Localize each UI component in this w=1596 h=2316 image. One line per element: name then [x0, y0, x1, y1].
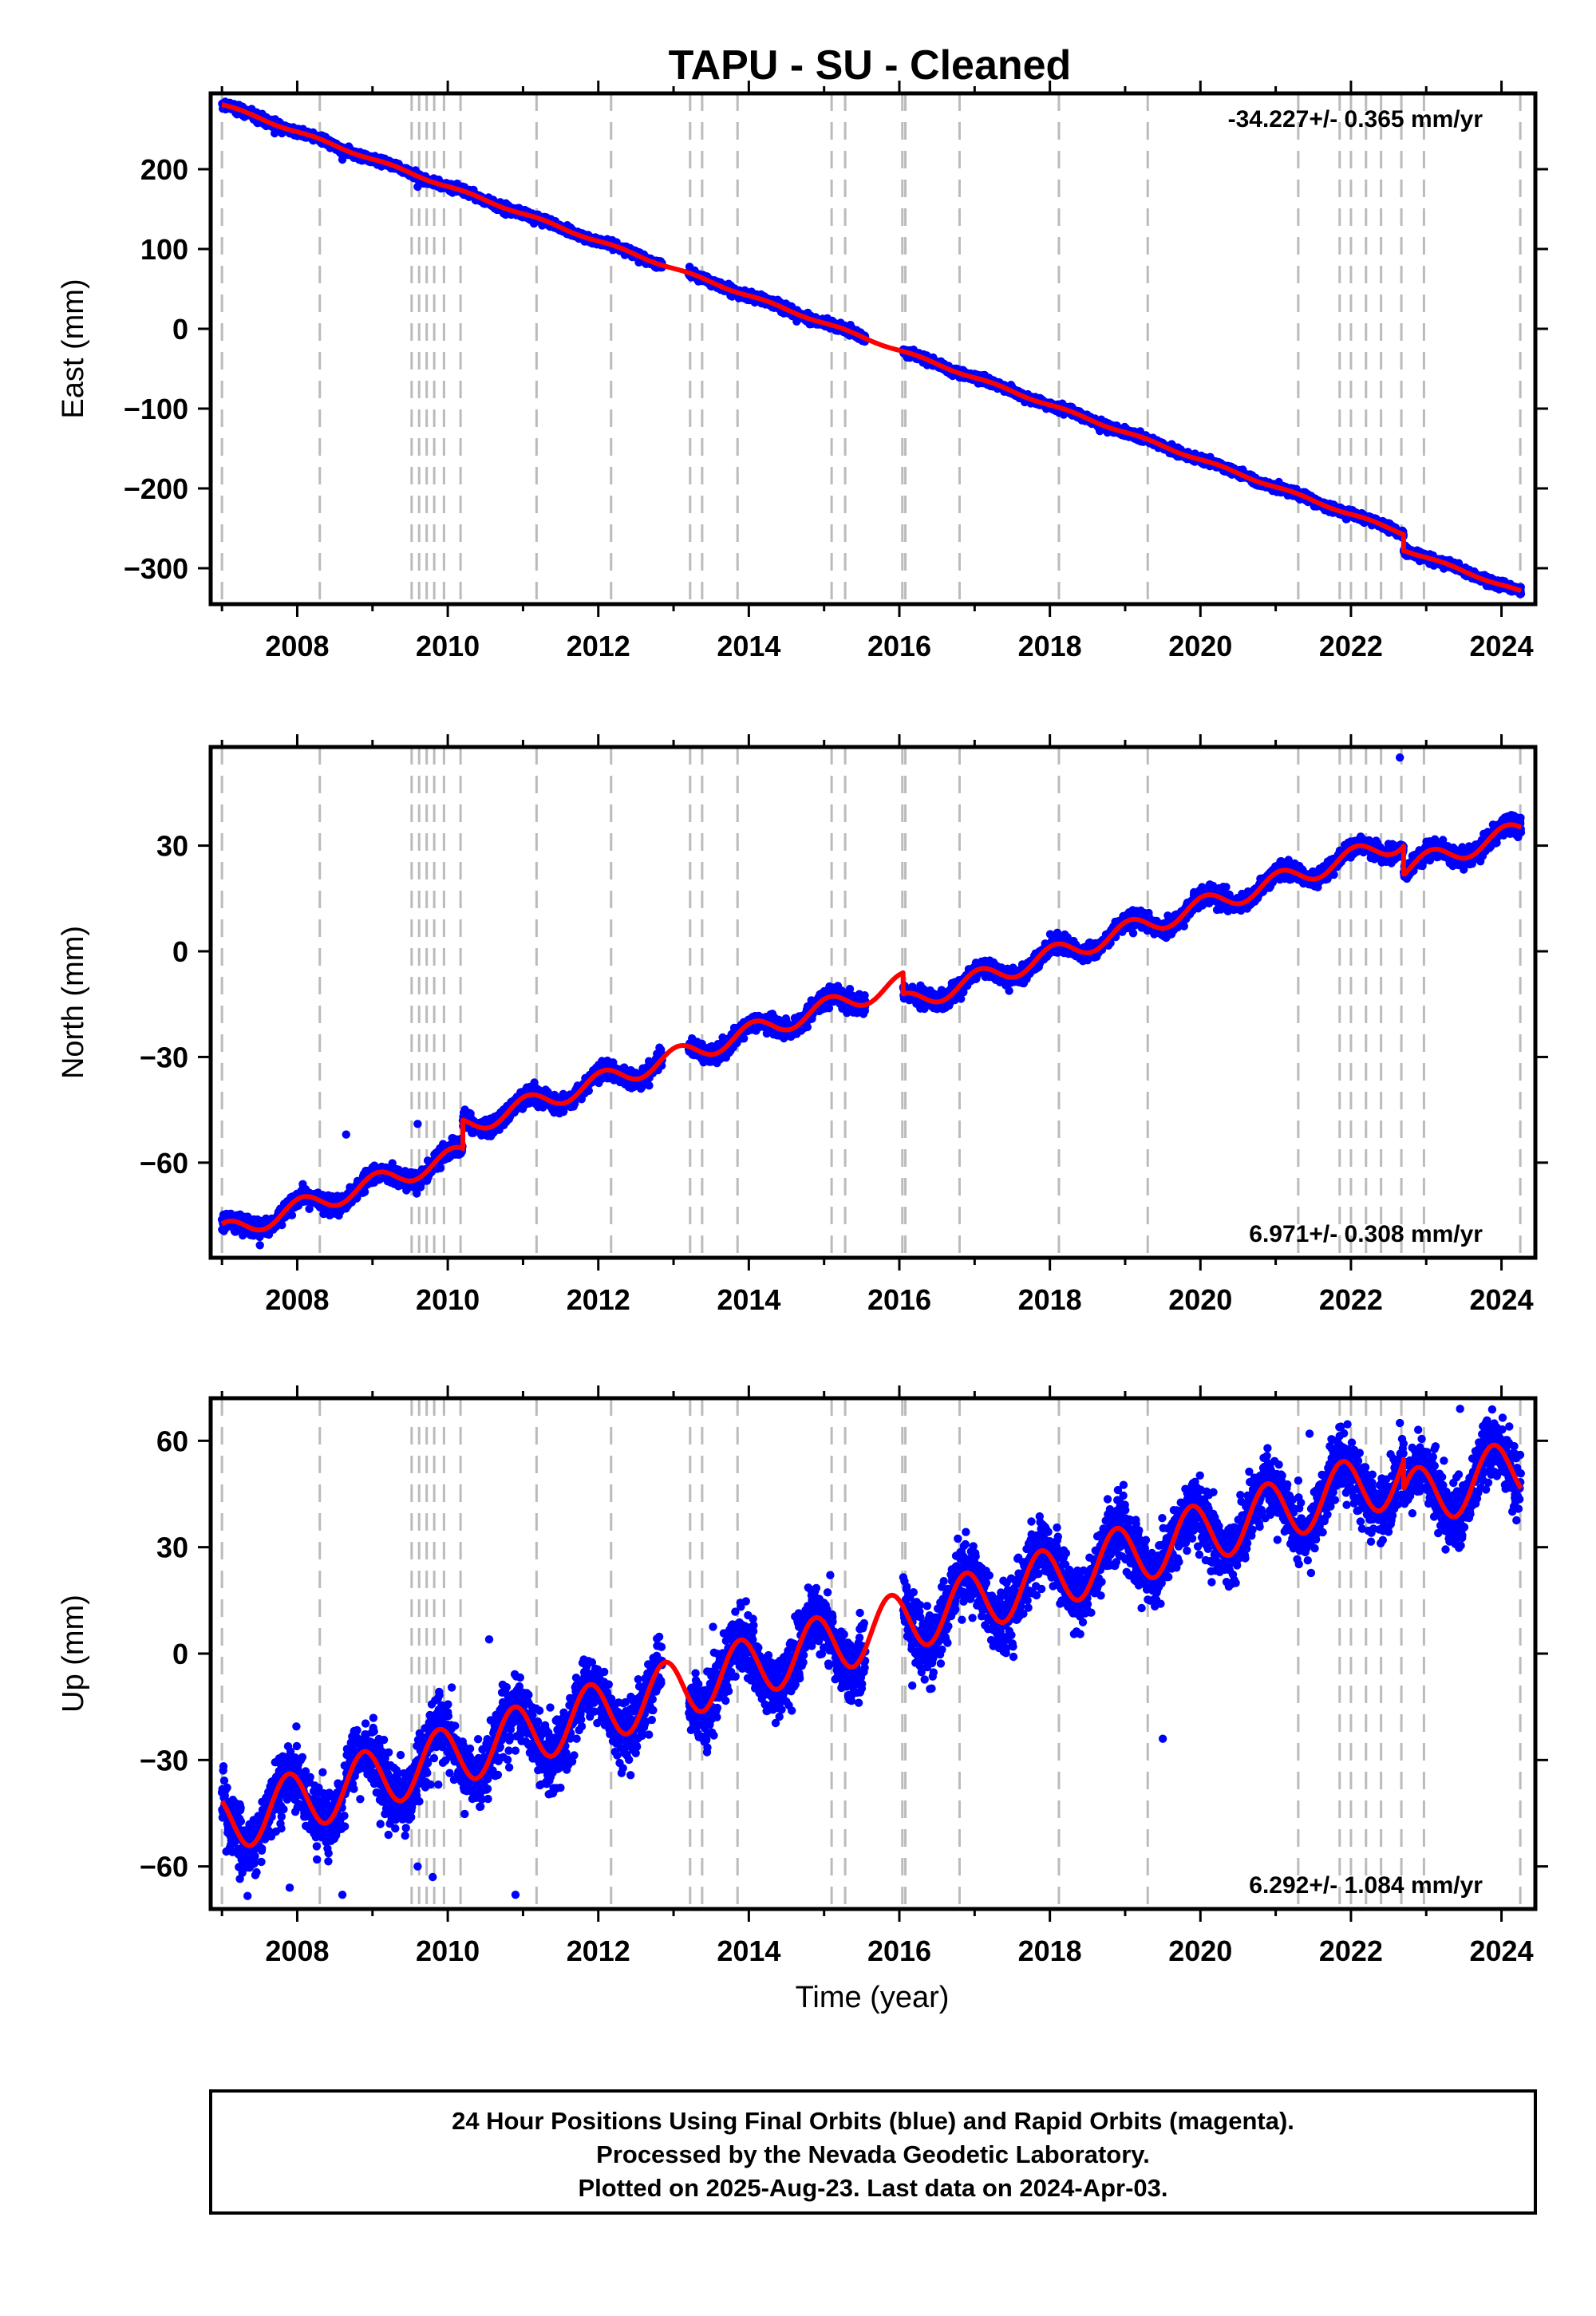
figure-title: TAPU - SU - Cleaned [669, 42, 1072, 89]
east-plot-area [218, 93, 1526, 604]
east-panel: 2008 2010 2012 2014 2016 2018 2020 2022 2024−300… [57, 81, 1548, 662]
